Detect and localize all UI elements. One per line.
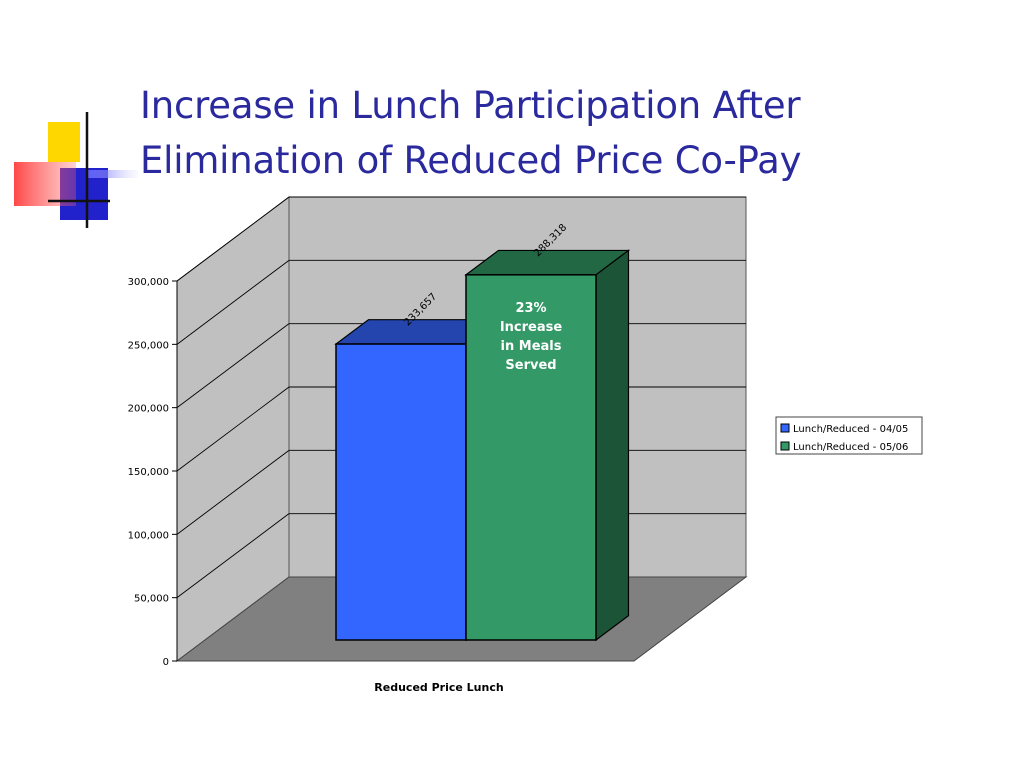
y-tick-label: 200,000 <box>128 404 169 415</box>
bar-annotation-line: Increase <box>500 320 563 335</box>
legend-swatch-1 <box>780 423 790 433</box>
legend-label-1: Lunch/Reduced - 04/05 <box>793 424 908 435</box>
bar-annotation-line: Served <box>505 358 556 373</box>
y-tick-label: 0 <box>163 657 169 668</box>
bar-1 <box>335 343 467 641</box>
x-axis-label: Reduced Price Lunch <box>374 681 503 694</box>
y-tick-label: 300,000 <box>128 277 169 288</box>
y-tick-label: 100,000 <box>128 530 169 541</box>
chart-bars <box>334 249 631 642</box>
logo-yellow-square <box>48 122 80 162</box>
bar-annotation-line: 23% <box>515 301 546 316</box>
gridline-side <box>176 449 290 535</box>
slide-title: Increase in Lunch Participation After El… <box>140 78 1000 188</box>
y-tick-label: 250,000 <box>128 340 169 351</box>
logo-red-bar <box>14 162 76 206</box>
gridline-side <box>176 386 290 472</box>
y-tick-label: 150,000 <box>128 467 169 478</box>
logo-blue-bar <box>88 170 138 178</box>
legend-box <box>775 416 923 455</box>
slide-logo <box>14 112 138 228</box>
bar-2 <box>465 274 597 641</box>
legend-swatch-2 <box>780 441 790 451</box>
y-axis: 0 50,000 100,000 150,000 200,000 250,000 300,0… <box>128 277 178 668</box>
gridline-side <box>176 323 290 409</box>
slide-title-line-2: Elimination of Reduced Price Co-Pay <box>140 139 802 182</box>
chart-legend: Lunch/Reduced - 04/05 Lunch/Reduced - 05/… <box>775 416 923 455</box>
bar-annotation-line: in Meals <box>501 339 562 354</box>
gridline-side <box>176 196 290 282</box>
gridline-side <box>176 259 290 345</box>
bar-side-2 <box>595 249 630 642</box>
slide-title-line-1: Increase in Lunch Participation After <box>140 84 801 127</box>
y-tick-label: 50,000 <box>134 594 169 605</box>
gridline-side <box>176 513 290 599</box>
legend-label-2: Lunch/Reduced - 05/06 <box>793 442 908 453</box>
bar-annotation: 23% Increase in Meals Served <box>500 301 563 373</box>
